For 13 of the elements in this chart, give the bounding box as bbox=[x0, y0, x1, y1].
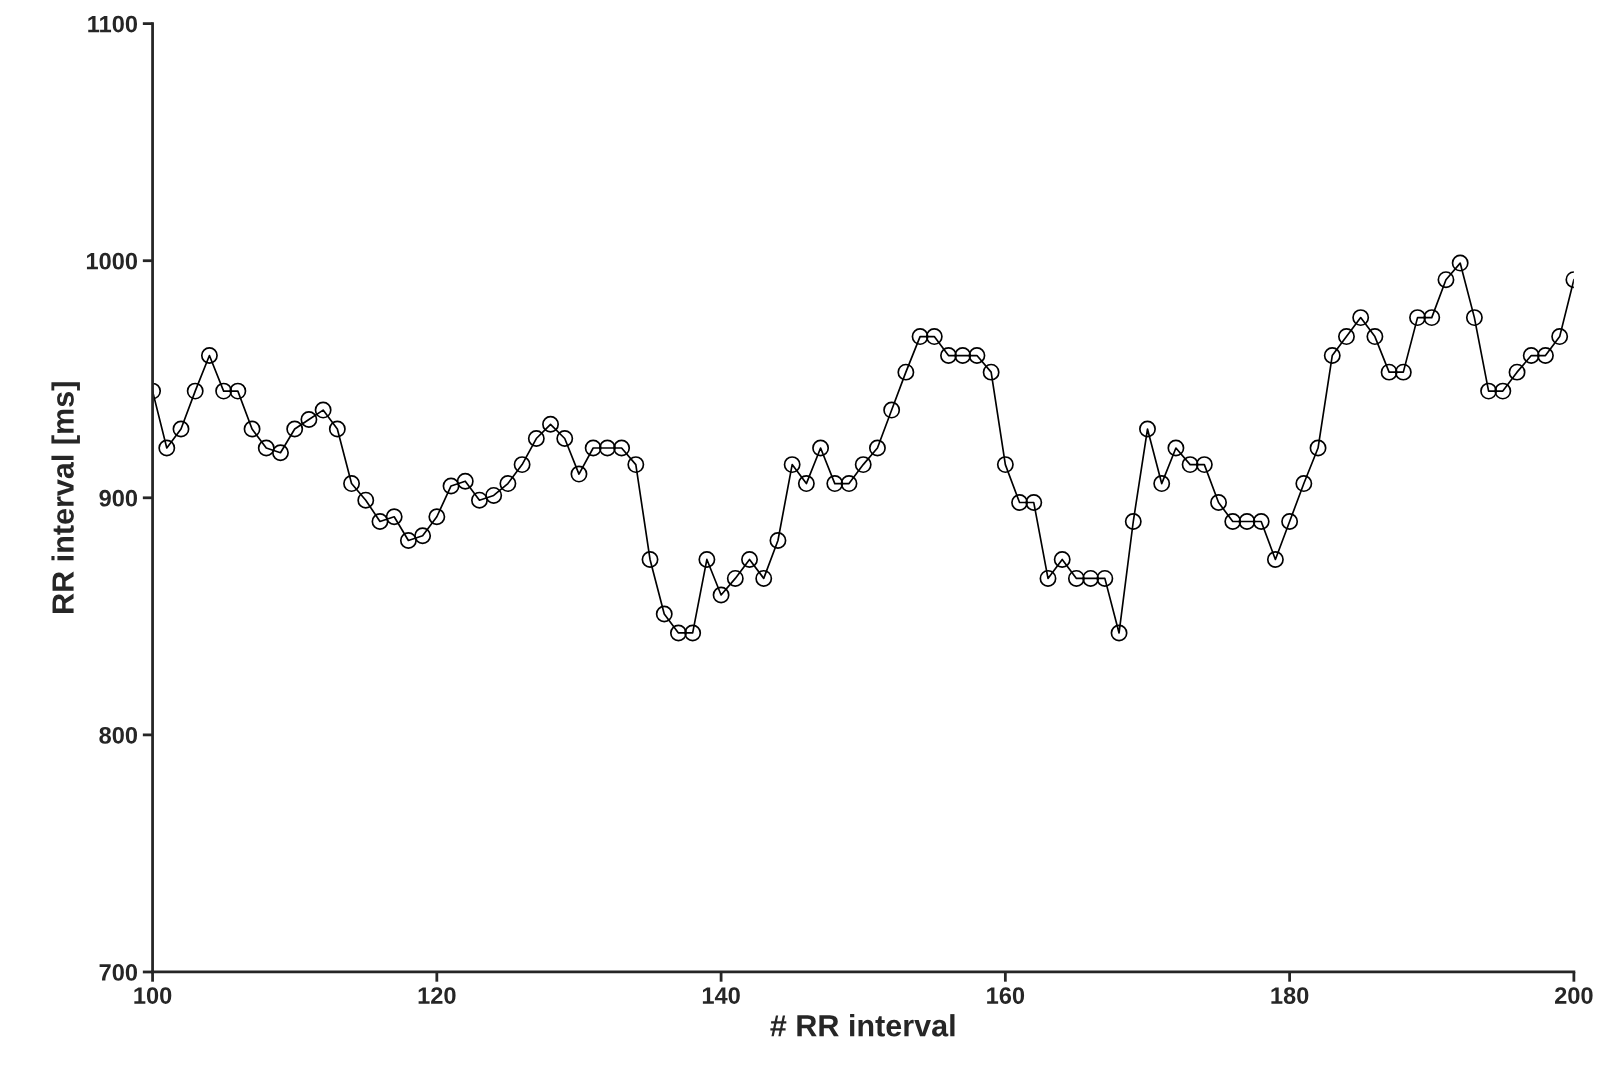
x-tick-label: 160 bbox=[987, 987, 1025, 1004]
y-tick-label: 700 bbox=[99, 964, 138, 981]
x-tick-label: 120 bbox=[418, 987, 456, 1004]
y-tick-label: 800 bbox=[99, 726, 138, 744]
y-tick-label: 1100 bbox=[88, 15, 138, 33]
y-axis-title: RR interval [ms] bbox=[51, 382, 80, 613]
x-tick-label: 180 bbox=[1271, 987, 1309, 1004]
x-tick-label: 140 bbox=[702, 987, 740, 1004]
x-tick-label: 100 bbox=[134, 987, 172, 1004]
x-tick-label: 200 bbox=[1555, 987, 1593, 1004]
x-axis-title: # RR interval bbox=[770, 1014, 955, 1037]
y-tick-label: 900 bbox=[99, 489, 138, 507]
y-tick-label: 1000 bbox=[86, 252, 138, 270]
